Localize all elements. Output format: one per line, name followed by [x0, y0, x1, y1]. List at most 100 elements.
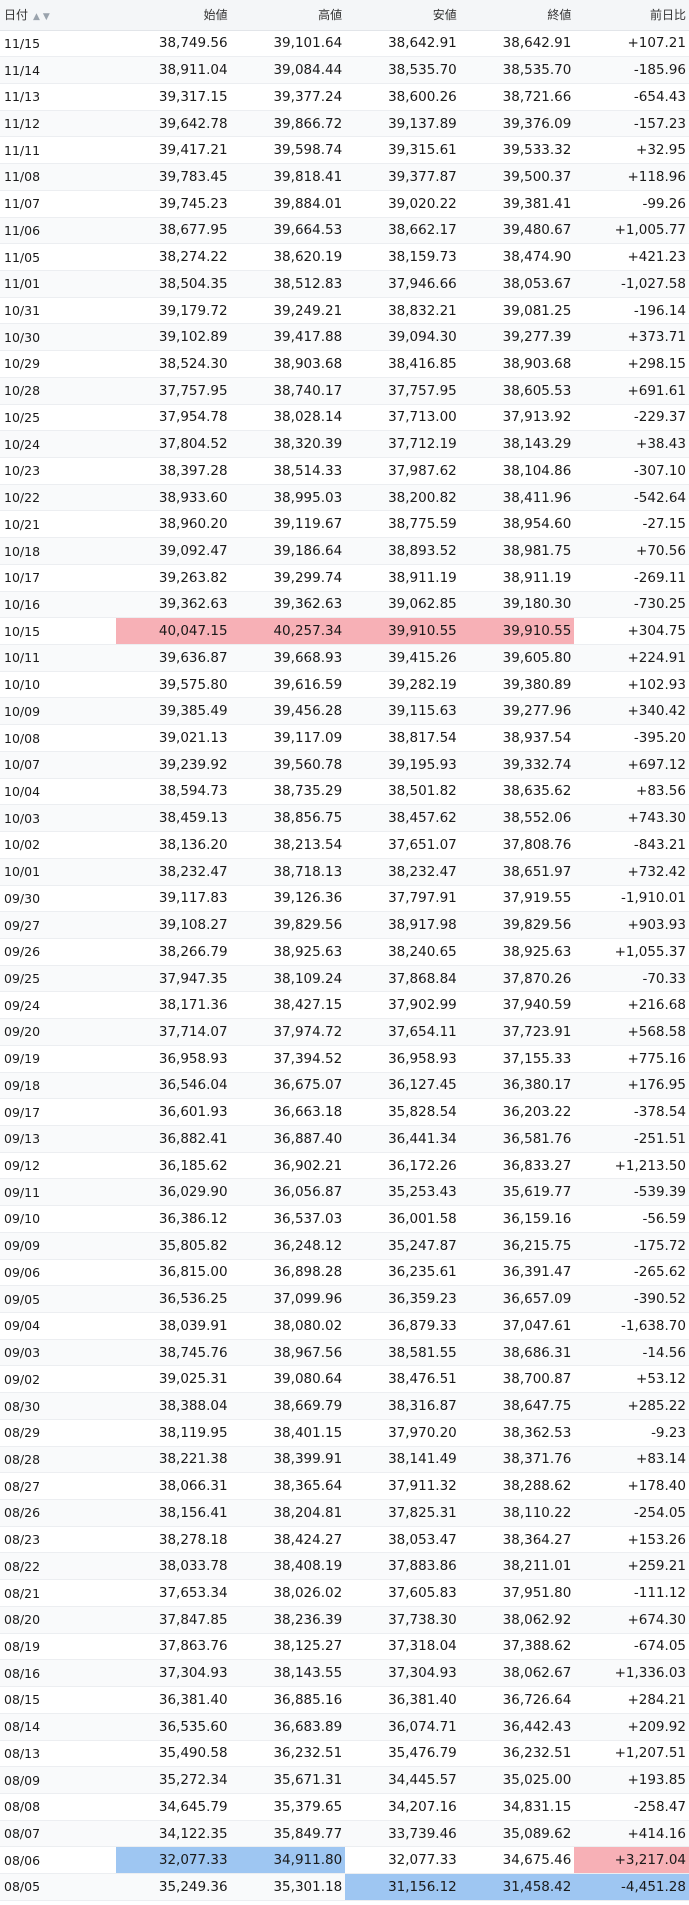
cell-low: 37,757.95: [345, 377, 460, 405]
cell-change: +53.12: [574, 1365, 689, 1394]
table-row: 09/13 36,882.41 36,887.40 36,441.34 36,581.7…: [0, 1125, 689, 1153]
cell-low: 39,094.30: [345, 323, 460, 352]
cell-high: 39,119.67: [230, 510, 346, 539]
cell-low: 38,832.21: [345, 297, 460, 325]
cell-date: 08/09: [0, 1766, 116, 1794]
cell-date: 09/17: [0, 1098, 116, 1126]
cell-change: -1,638.70: [574, 1312, 689, 1340]
cell-date: 09/11: [0, 1178, 116, 1207]
cell-high: 38,026.02: [230, 1579, 346, 1607]
cell-open: 37,863.76: [116, 1633, 231, 1661]
cell-date: 11/06: [0, 217, 116, 245]
cell-close: 38,937.54: [459, 724, 575, 752]
cell-open: 38,911.04: [116, 56, 231, 84]
cell-open: 32,077.33: [116, 1846, 231, 1875]
table-body: 11/15 38,749.56 39,101.64 38,642.91 38,642.9…: [0, 30, 689, 1901]
cell-close: 36,203.22: [459, 1098, 575, 1126]
cell-close: 38,552.06: [459, 804, 575, 833]
cell-change: +421.23: [574, 243, 689, 271]
cell-open: 36,535.60: [116, 1713, 231, 1741]
cell-high: 36,683.89: [230, 1713, 346, 1741]
cell-change: +1,005.77: [574, 217, 689, 245]
cell-close: 39,533.32: [459, 136, 575, 165]
cell-close: 37,388.62: [459, 1633, 575, 1661]
cell-low: 38,159.73: [345, 243, 460, 271]
cell-high: 39,080.64: [230, 1365, 346, 1394]
table-row: 10/07 39,239.92 39,560.78 39,195.93 39,332.7…: [0, 751, 689, 779]
cell-close: 38,062.92: [459, 1606, 575, 1634]
cell-open: 36,815.00: [116, 1259, 231, 1287]
cell-high: 40,257.34: [230, 617, 346, 646]
cell-low: 38,662.17: [345, 217, 460, 245]
cell-close: 31,458.42: [459, 1873, 575, 1901]
cell-change: -1,027.58: [574, 270, 689, 298]
cell-date: 10/25: [0, 404, 116, 432]
cell-low: 36,172.26: [345, 1152, 460, 1180]
table-row: 09/06 36,815.00 36,898.28 36,235.61 36,391.4…: [0, 1259, 689, 1287]
cell-date: 10/31: [0, 297, 116, 325]
cell-high: 39,362.63: [230, 591, 346, 619]
cell-change: +1,207.51: [574, 1740, 689, 1768]
cell-change: -14.56: [574, 1339, 689, 1367]
column-header-date-label: 日付: [4, 8, 29, 23]
cell-date: 09/09: [0, 1232, 116, 1260]
cell-low: 38,600.26: [345, 83, 460, 111]
cell-open: 37,804.52: [116, 430, 231, 458]
cell-low: 38,200.82: [345, 484, 460, 512]
column-header-open: 始値: [116, 0, 231, 31]
cell-open: 35,272.34: [116, 1766, 231, 1794]
cell-close: 38,911.19: [459, 564, 575, 592]
cell-close: 38,062.67: [459, 1659, 575, 1688]
cell-open: 35,805.82: [116, 1232, 231, 1260]
table-row: 11/07 39,745.23 39,884.01 39,020.22 39,381.4…: [0, 190, 689, 218]
cell-change: +153.26: [574, 1526, 689, 1554]
cell-open: 36,958.93: [116, 1045, 231, 1073]
table-row: 08/20 37,847.85 38,236.39 37,738.30 38,062.9…: [0, 1606, 689, 1634]
cell-date: 09/03: [0, 1339, 116, 1367]
cell-low: 36,235.61: [345, 1259, 460, 1287]
cell-high: 38,995.03: [230, 484, 346, 512]
table-row: 09/30 39,117.83 39,126.36 37,797.91 37,919.5…: [0, 885, 689, 913]
cell-close: 39,376.09: [459, 110, 575, 138]
cell-date: 08/19: [0, 1633, 116, 1661]
cell-close: 36,380.17: [459, 1072, 575, 1100]
cell-close: 39,180.30: [459, 591, 575, 619]
table-row: 08/28 38,221.38 38,399.91 38,141.49 38,371.7…: [0, 1446, 689, 1474]
cell-low: 39,282.19: [345, 671, 460, 699]
cell-change: -196.14: [574, 297, 689, 325]
cell-date: 10/21: [0, 510, 116, 539]
cell-high: 39,417.88: [230, 323, 346, 352]
cell-close: 39,277.39: [459, 323, 575, 352]
cell-open: 38,039.91: [116, 1312, 231, 1340]
cell-change: +1,213.50: [574, 1152, 689, 1180]
table-row: 10/16 39,362.63 39,362.63 39,062.85 39,180.3…: [0, 591, 689, 619]
table-row: 08/29 38,119.95 38,401.15 37,970.20 38,362.5…: [0, 1419, 689, 1447]
table-row: 08/15 36,381.40 36,885.16 36,381.40 36,726.6…: [0, 1686, 689, 1714]
cell-high: 35,849.77: [230, 1820, 346, 1848]
cell-close: 38,474.90: [459, 243, 575, 271]
cell-high: 36,232.51: [230, 1740, 346, 1768]
cell-date: 09/19: [0, 1045, 116, 1073]
cell-date: 10/28: [0, 377, 116, 405]
cell-change: +178.40: [574, 1472, 689, 1501]
cell-date: 08/15: [0, 1686, 116, 1714]
cell-change: +102.93: [574, 671, 689, 699]
cell-close: 37,919.55: [459, 885, 575, 913]
cell-open: 39,745.23: [116, 190, 231, 218]
cell-close: 38,288.62: [459, 1472, 575, 1501]
cell-date: 10/23: [0, 457, 116, 485]
cell-close: 36,215.75: [459, 1232, 575, 1260]
cell-change: -539.39: [574, 1178, 689, 1207]
cell-high: 38,143.55: [230, 1659, 346, 1688]
cell-high: 36,887.40: [230, 1125, 346, 1153]
table-row: 08/07 34,122.35 35,849.77 33,739.46 35,089.6…: [0, 1820, 689, 1848]
sort-up-down-icon[interactable]: ▲▼: [33, 12, 53, 23]
cell-high: 36,885.16: [230, 1686, 346, 1714]
column-header-date[interactable]: 日付 ▲▼: [0, 0, 116, 31]
cell-change: -4,451.28: [574, 1873, 689, 1901]
cell-close: 36,232.51: [459, 1740, 575, 1768]
cell-change: -175.72: [574, 1232, 689, 1260]
cell-date: 11/08: [0, 163, 116, 191]
cell-open: 38,266.79: [116, 938, 231, 966]
